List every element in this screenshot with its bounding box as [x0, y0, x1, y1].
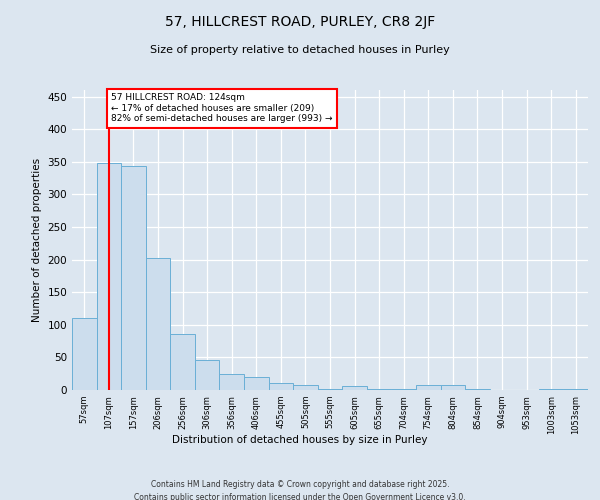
Text: 57, HILLCREST ROAD, PURLEY, CR8 2JF: 57, HILLCREST ROAD, PURLEY, CR8 2JF [165, 15, 435, 29]
Bar [72, 318, 97, 390]
Bar [269, 384, 293, 390]
Text: Distribution of detached houses by size in Purley: Distribution of detached houses by size … [172, 435, 428, 445]
Bar [97, 163, 121, 390]
Bar [342, 386, 367, 390]
Bar [563, 388, 588, 390]
Text: Size of property relative to detached houses in Purley: Size of property relative to detached ho… [150, 45, 450, 55]
Y-axis label: Number of detached properties: Number of detached properties [32, 158, 42, 322]
Bar [146, 258, 170, 390]
Bar [440, 386, 465, 390]
Text: Contains HM Land Registry data © Crown copyright and database right 2025.
Contai: Contains HM Land Registry data © Crown c… [134, 480, 466, 500]
Bar [121, 166, 146, 390]
Text: 57 HILLCREST ROAD: 124sqm
← 17% of detached houses are smaller (209)
82% of semi: 57 HILLCREST ROAD: 124sqm ← 17% of detac… [112, 94, 333, 123]
Bar [318, 388, 342, 390]
Bar [244, 377, 269, 390]
Bar [170, 334, 195, 390]
Bar [416, 385, 440, 390]
Bar [220, 374, 244, 390]
Bar [293, 386, 318, 390]
Bar [195, 360, 220, 390]
